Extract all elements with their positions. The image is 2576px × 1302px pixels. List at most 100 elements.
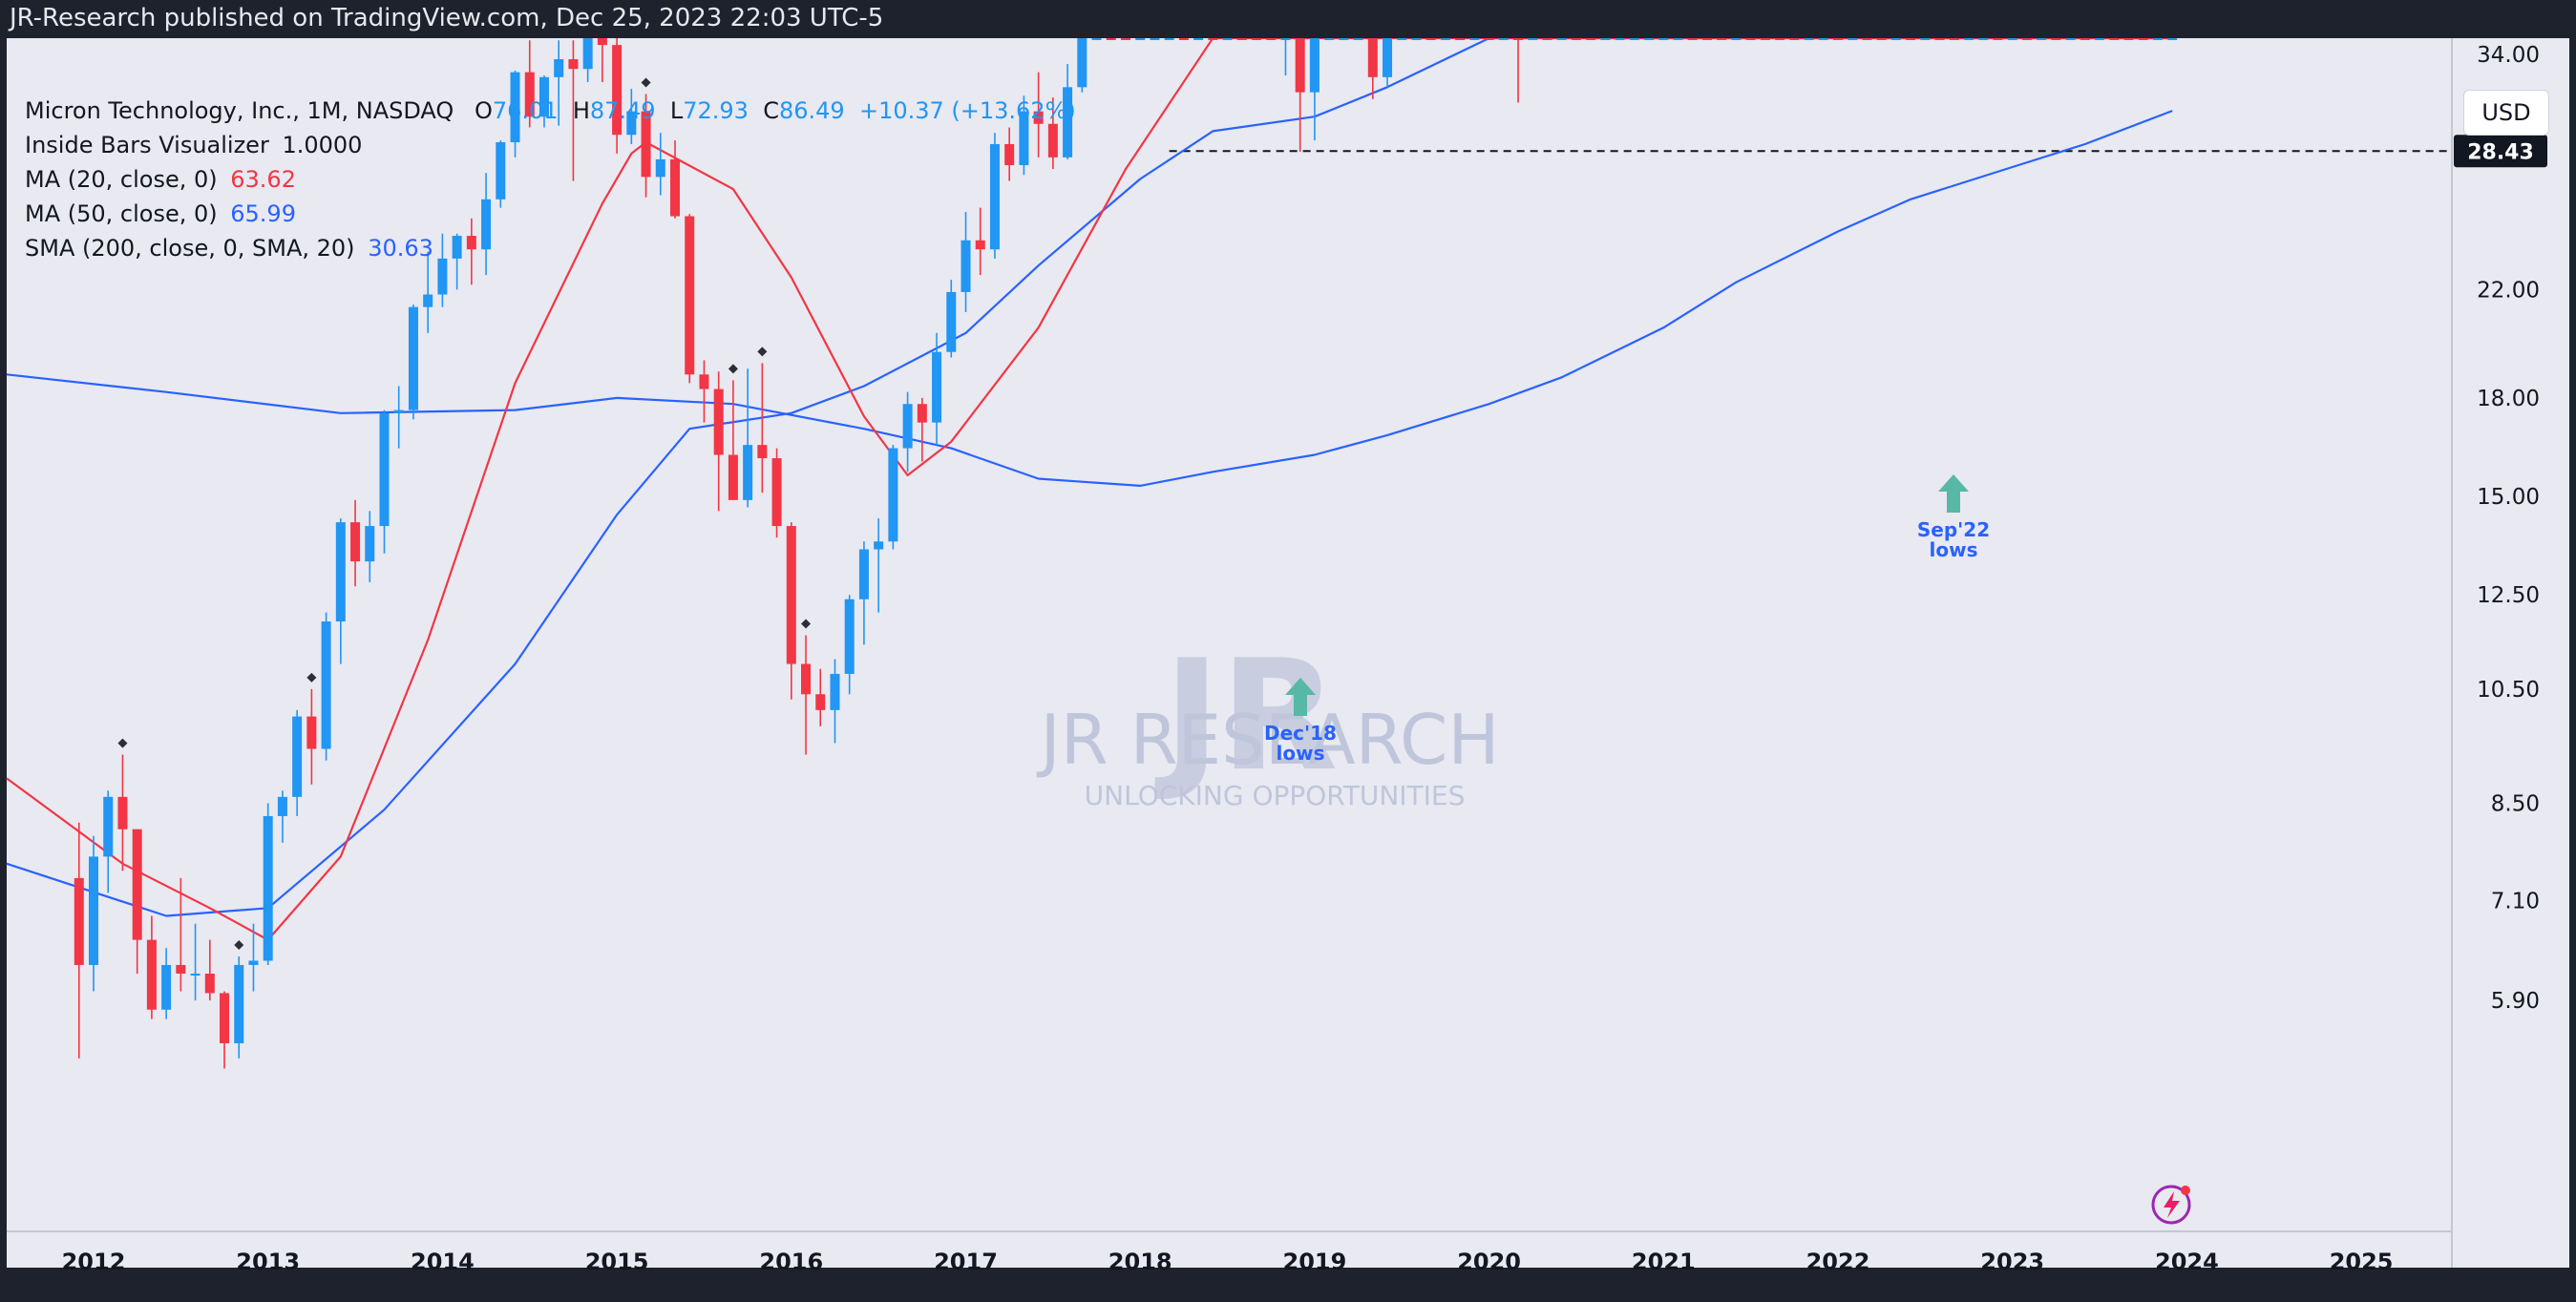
candle[interactable] [1862,38,1872,40]
ma20-line[interactable] [6,38,2173,941]
candle[interactable] [365,511,375,582]
candle[interactable] [2109,38,2120,40]
candle[interactable] [655,133,665,196]
candle[interactable] [1833,38,1843,40]
candle[interactable] [1091,38,1102,40]
candle[interactable] [1600,38,1611,40]
candle[interactable] [538,75,549,128]
candle[interactable] [2095,38,2105,40]
candle[interactable] [1934,38,1945,40]
candle[interactable] [220,991,230,1069]
candle[interactable] [902,391,913,472]
candle[interactable] [1920,38,1931,40]
candle[interactable] [1586,38,1596,40]
price-axis[interactable]: 120.0064.0052.0042.0034.0022.0018.0015.0… [2463,38,2540,1014]
candle[interactable] [582,38,593,83]
ma50-line[interactable] [6,38,2173,917]
candle[interactable] [437,233,448,307]
candle[interactable] [321,612,331,761]
candle[interactable] [1164,38,1174,40]
candle[interactable] [234,956,244,1059]
candle[interactable] [685,214,695,384]
candle[interactable] [1978,38,1989,40]
candle[interactable] [1135,38,1146,40]
candle[interactable] [263,803,273,965]
symbol-row[interactable]: Micron Technology, Inc., 1M, NASDAQ O76.… [25,94,1076,128]
candle[interactable] [89,835,98,992]
candle[interactable] [1789,38,1800,40]
candle[interactable] [393,386,404,449]
candle[interactable] [408,304,418,420]
candle[interactable] [888,445,898,550]
time-axis[interactable]: 2012 2013 2014 2015 2016 2017 2018 2019 2020 2021… [62,1249,2394,1275]
candle[interactable] [1178,38,1189,40]
candle[interactable] [626,89,637,144]
candle[interactable] [815,668,826,726]
candle[interactable] [1004,127,1015,181]
candle[interactable] [1717,38,1727,40]
indicator-ma50[interactable]: MA (50, close, 0) 65.99 [25,197,1076,231]
candle[interactable] [1629,38,1639,40]
candle[interactable] [2021,38,2032,40]
candle[interactable] [1469,38,1480,40]
candle[interactable] [1324,38,1335,40]
candle[interactable] [1745,38,1756,40]
candle[interactable] [1120,38,1130,40]
candle[interactable] [699,360,709,423]
indicator-sma200[interactable]: SMA (200, close, 0, SMA, 20) 30.63 [25,231,1076,265]
candle[interactable] [1556,38,1567,40]
candle[interactable] [466,218,476,285]
currency-button[interactable]: USD [2463,90,2549,136]
candle[interactable] [1033,72,1044,158]
candle[interactable] [1208,38,1218,40]
candle[interactable] [597,38,607,83]
lightning-icon[interactable] [2151,1185,2191,1225]
candle[interactable] [961,212,971,312]
candle[interactable] [757,363,768,494]
candle[interactable] [1425,38,1436,40]
candle[interactable] [2138,38,2148,40]
candle[interactable] [2037,38,2047,40]
candle[interactable] [1615,38,1625,40]
candle[interactable] [1906,38,1916,40]
candle[interactable] [1222,38,1233,40]
candle[interactable] [670,140,680,219]
candle[interactable] [771,448,782,538]
candle[interactable] [713,371,724,512]
indicator-ma20[interactable]: MA (20, close, 0) 63.62 [25,162,1076,197]
candle[interactable] [1876,38,1887,40]
candle[interactable] [146,915,157,1019]
candle[interactable] [2007,38,2017,40]
candle[interactable] [554,40,564,126]
candle[interactable] [1019,95,1029,176]
candle[interactable] [2051,38,2061,40]
candle[interactable] [277,790,287,843]
candle[interactable] [874,518,884,613]
candle[interactable] [335,518,346,664]
candle[interactable] [1236,38,1247,40]
candle[interactable] [1339,38,1349,40]
candle[interactable] [496,140,506,208]
candle[interactable] [1498,38,1509,40]
candle[interactable] [117,754,128,872]
candle[interactable] [946,280,957,358]
candle[interactable] [975,207,985,276]
candle[interactable] [103,790,114,893]
candle[interactable] [1077,38,1087,93]
candle[interactable] [932,332,942,446]
candle[interactable] [1571,38,1581,40]
candle[interactable] [74,822,84,1059]
candle[interactable] [917,397,927,462]
candle[interactable] [1455,38,1466,40]
candle[interactable] [161,948,172,1019]
candle[interactable] [612,38,623,154]
candle[interactable] [481,173,492,276]
candle[interactable] [1701,38,1712,40]
candle[interactable] [1047,97,1058,170]
candle[interactable] [858,541,869,645]
candle[interactable] [1106,38,1116,40]
candle[interactable] [1775,38,1785,40]
candle[interactable] [1353,38,1363,40]
dec18-lows-annotation[interactable]: Dec'18 lows [1264,678,1337,765]
candle[interactable] [379,410,390,554]
